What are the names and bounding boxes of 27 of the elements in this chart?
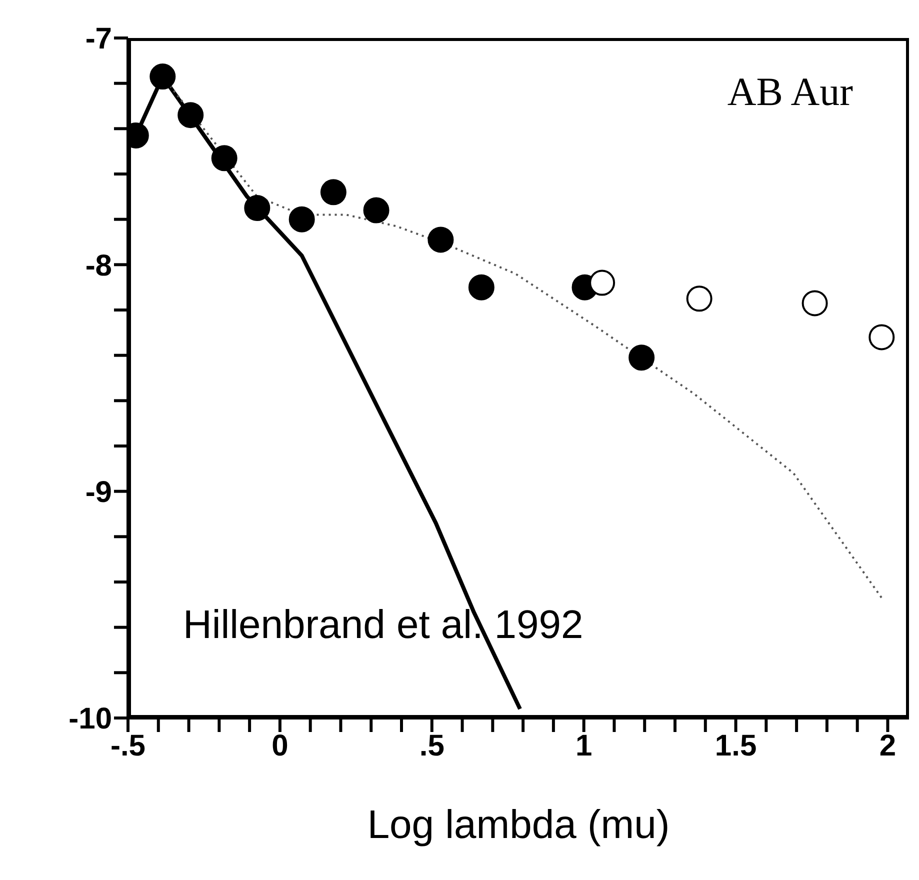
annotation: AB Aur bbox=[727, 68, 853, 115]
point bbox=[428, 226, 454, 253]
y-tick-label: -7 bbox=[85, 22, 112, 56]
point bbox=[802, 290, 828, 316]
point bbox=[288, 206, 315, 232]
x-tick-label: 1.5 bbox=[714, 729, 757, 762]
annotation: Hillenbrand et al. 1992 bbox=[183, 603, 584, 648]
x-tick-label: 2 bbox=[879, 729, 896, 762]
point bbox=[244, 195, 270, 221]
y-tick-label: -9 bbox=[85, 476, 112, 509]
y-tick-label: -8 bbox=[85, 249, 112, 282]
point bbox=[589, 270, 616, 296]
point bbox=[211, 145, 238, 172]
point bbox=[468, 274, 494, 300]
x-tick-label: .5 bbox=[419, 729, 444, 762]
x-tick-label: -.5 bbox=[110, 729, 146, 762]
y-tick-label: -10 bbox=[68, 702, 112, 736]
x-axis-title: Log lambda (mu) bbox=[367, 803, 670, 847]
point bbox=[686, 286, 712, 312]
x-tick-label: 0 bbox=[272, 729, 288, 762]
point bbox=[178, 102, 204, 128]
point bbox=[320, 179, 346, 206]
point bbox=[628, 344, 655, 371]
x-tick-label: 1 bbox=[575, 729, 592, 762]
point bbox=[363, 197, 390, 224]
point bbox=[868, 324, 895, 350]
point bbox=[150, 64, 176, 90]
